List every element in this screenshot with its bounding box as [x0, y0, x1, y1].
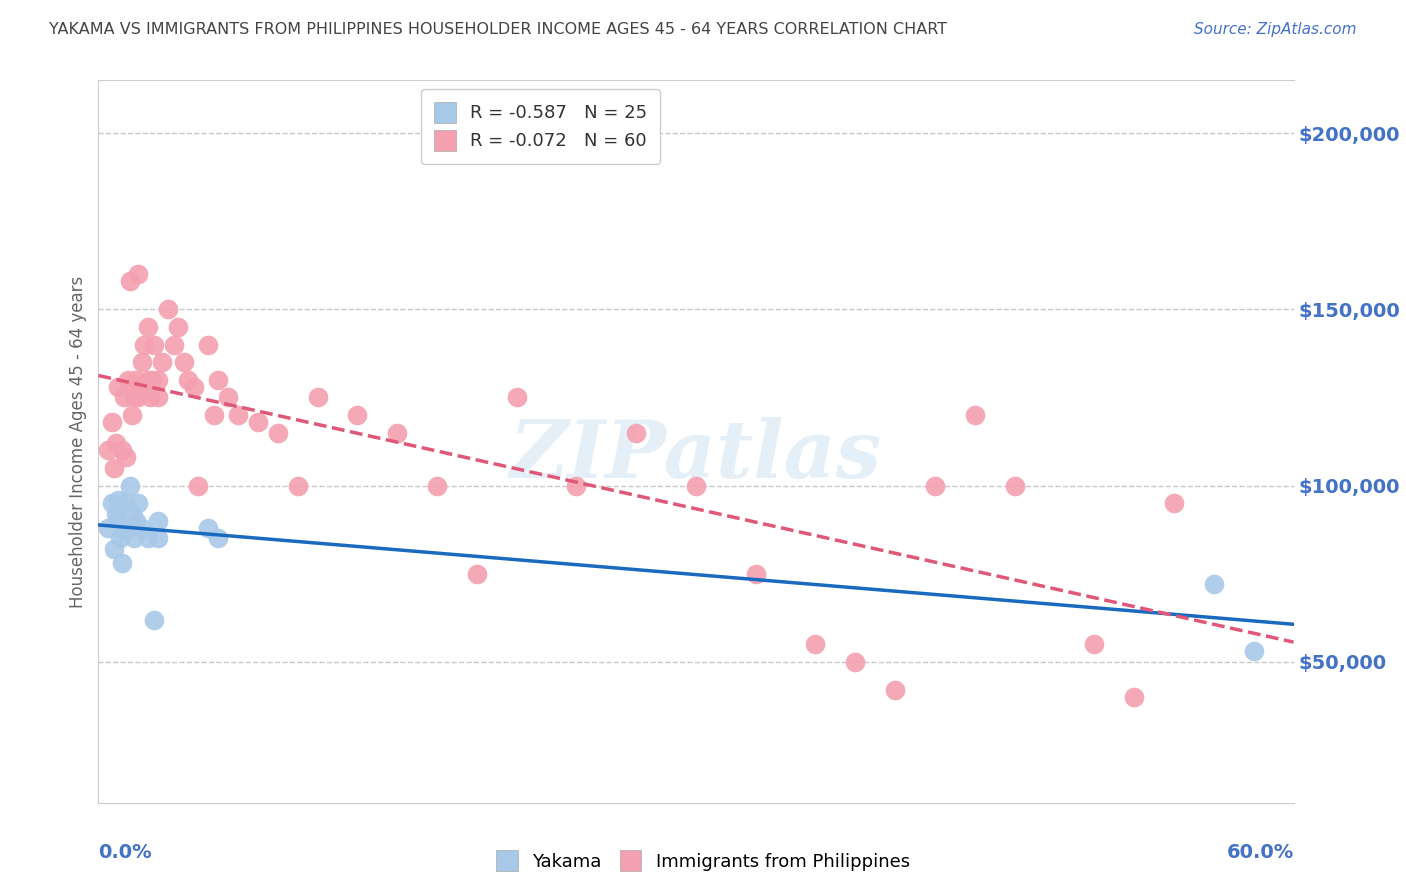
Point: [385, 425, 409, 440]
Point: [120, 478, 142, 492]
Point: [111, 556, 134, 570]
Point: [187, 478, 209, 492]
Point: [97, 521, 120, 535]
Legend: Yakama, Immigrants from Philippines: Yakama, Immigrants from Philippines: [489, 843, 917, 879]
Point: [103, 542, 125, 557]
Point: [157, 302, 180, 317]
Point: [148, 514, 170, 528]
Point: [127, 496, 149, 510]
Point: [150, 355, 173, 369]
Point: [685, 478, 707, 492]
Point: [924, 478, 946, 492]
Point: [804, 637, 827, 651]
Point: [139, 391, 162, 405]
Point: [112, 391, 135, 405]
Point: [226, 408, 249, 422]
Point: [141, 373, 163, 387]
Point: [287, 478, 309, 492]
Point: [163, 337, 186, 351]
Point: [125, 514, 148, 528]
Point: [101, 415, 124, 429]
Point: [136, 320, 159, 334]
Point: [127, 391, 149, 405]
Text: YAKAMA VS IMMIGRANTS FROM PHILIPPINES HOUSEHOLDER INCOME AGES 45 - 64 YEARS CORR: YAKAMA VS IMMIGRANTS FROM PHILIPPINES HO…: [49, 22, 948, 37]
Point: [565, 478, 588, 492]
Point: [346, 408, 368, 422]
Point: [143, 613, 166, 627]
Point: [107, 380, 129, 394]
Point: [105, 436, 128, 450]
Point: [111, 443, 134, 458]
Point: [197, 337, 219, 351]
Point: [134, 337, 156, 351]
Point: [207, 532, 229, 546]
Point: [120, 274, 142, 288]
Point: [97, 443, 120, 458]
Point: [112, 524, 135, 539]
Point: [844, 655, 866, 669]
Point: [1243, 644, 1265, 658]
Point: [465, 566, 488, 581]
Point: [105, 507, 128, 521]
Text: 60.0%: 60.0%: [1226, 843, 1294, 862]
Point: [131, 380, 153, 394]
Point: [136, 532, 159, 546]
Point: [173, 355, 195, 369]
Point: [110, 532, 132, 546]
Point: [506, 391, 529, 405]
Point: [131, 521, 153, 535]
Point: [115, 450, 138, 465]
Text: Source: ZipAtlas.com: Source: ZipAtlas.com: [1194, 22, 1357, 37]
Point: [143, 337, 166, 351]
Point: [121, 408, 143, 422]
Text: ZIPatlas: ZIPatlas: [510, 417, 882, 495]
Point: [125, 373, 148, 387]
Point: [115, 496, 138, 510]
Point: [207, 373, 229, 387]
Legend: R = -0.587   N = 25, R = -0.072   N = 60: R = -0.587 N = 25, R = -0.072 N = 60: [422, 89, 659, 163]
Point: [103, 461, 125, 475]
Point: [101, 496, 124, 510]
Point: [117, 521, 139, 535]
Point: [1202, 577, 1225, 591]
Point: [148, 391, 170, 405]
Point: [148, 373, 170, 387]
Point: [426, 478, 449, 492]
Point: [167, 320, 190, 334]
Point: [267, 425, 290, 440]
Point: [127, 267, 149, 281]
Point: [121, 507, 143, 521]
Point: [183, 380, 205, 394]
Point: [124, 532, 146, 546]
Point: [117, 373, 139, 387]
Point: [107, 492, 129, 507]
Point: [246, 415, 269, 429]
Point: [107, 514, 129, 528]
Point: [1083, 637, 1105, 651]
Point: [202, 408, 225, 422]
Text: 0.0%: 0.0%: [98, 843, 152, 862]
Point: [197, 521, 219, 535]
Point: [884, 683, 907, 698]
Point: [148, 532, 170, 546]
Point: [177, 373, 200, 387]
Point: [1123, 690, 1146, 704]
Point: [124, 391, 146, 405]
Point: [626, 425, 648, 440]
Point: [307, 391, 329, 405]
Point: [745, 566, 768, 581]
Point: [131, 355, 153, 369]
Point: [963, 408, 986, 422]
Y-axis label: Householder Income Ages 45 - 64 years: Householder Income Ages 45 - 64 years: [69, 276, 87, 607]
Point: [217, 391, 239, 405]
Point: [1004, 478, 1026, 492]
Point: [1163, 496, 1185, 510]
Point: [136, 373, 159, 387]
